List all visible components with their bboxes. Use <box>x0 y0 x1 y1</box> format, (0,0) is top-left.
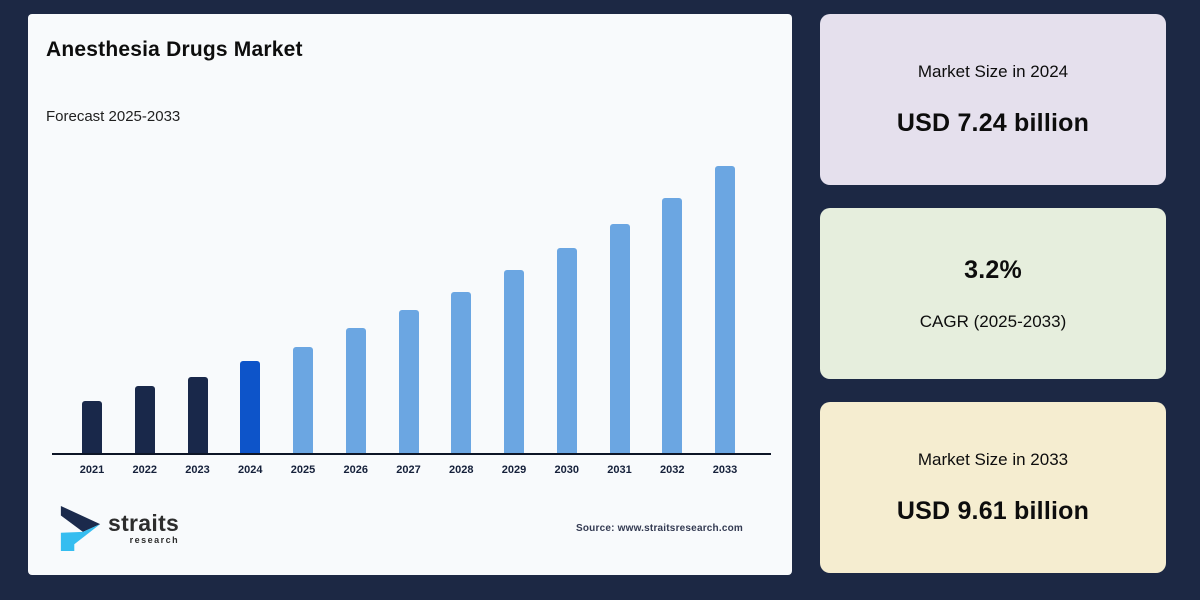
x-tick-label-2022: 2022 <box>132 464 157 476</box>
x-tick-label-2030: 2030 <box>554 464 579 476</box>
x-tick-label-2031: 2031 <box>607 464 632 476</box>
bar-2024 <box>240 361 261 454</box>
market-size-2024-card: Market Size in 2024 USD 7.24 billion <box>820 14 1166 185</box>
bar-2033 <box>715 166 735 454</box>
bar-column-2029: 2029 <box>502 159 526 476</box>
bar-column-2025: 2025 <box>291 159 315 476</box>
bar-2026 <box>345 328 366 454</box>
cagr-value: 3.2% <box>964 255 1022 284</box>
bar-2025 <box>293 347 313 454</box>
x-tick-label-2029: 2029 <box>501 464 527 476</box>
source-attribution: Source: www.straitsresearch.com <box>576 523 744 534</box>
bar-column-2021: 2021 <box>80 159 104 476</box>
bar-column-2031: 2031 <box>607 159 632 476</box>
bar-2022 <box>134 386 155 454</box>
bar-column-2028: 2028 <box>449 159 473 476</box>
bar-column-2032: 2032 <box>660 159 684 476</box>
x-tick-label-2025: 2025 <box>290 464 316 476</box>
bar-column-2023: 2023 <box>185 159 210 476</box>
bar-column-2027: 2027 <box>396 159 421 476</box>
bar-chart: 2021 2022 2023 2024 2025 2026 2027 2028 2029 2030… <box>52 159 771 476</box>
bar-column-2030: 2030 <box>555 159 579 476</box>
bar-2021 <box>82 401 102 454</box>
straits-research-logo: straits research <box>58 503 179 553</box>
bar-column-2026: 2026 <box>344 159 368 476</box>
x-tick-label-2027: 2027 <box>396 464 421 476</box>
straits-logo-icon <box>60 505 101 551</box>
bar-2030 <box>556 248 577 454</box>
bar-2029 <box>504 270 524 454</box>
logo-name: straits <box>108 510 180 536</box>
x-tick-label-2033: 2033 <box>712 464 738 476</box>
chart-subtitle: Forecast 2025-2033 <box>46 108 181 125</box>
x-tick-label-2023: 2023 <box>185 464 210 476</box>
logo-subtitle: research <box>129 535 180 545</box>
bar-column-2022: 2022 <box>133 159 157 476</box>
bar-2027 <box>398 310 419 454</box>
market-size-2033-card: Market Size in 2033 USD 9.61 billion <box>820 402 1166 573</box>
x-tick-label-2024: 2024 <box>238 464 263 476</box>
cagr-card: 3.2% CAGR (2025-2033) <box>820 208 1166 379</box>
x-tick-label-2021: 2021 <box>79 464 105 476</box>
market-size-2024-value: USD 7.24 billion <box>896 108 1090 137</box>
logo-wordmark: straits research <box>108 511 179 545</box>
page-title: Anesthesia Drugs Market <box>46 38 303 61</box>
bar-2032 <box>662 198 683 454</box>
bar-2028 <box>451 292 472 454</box>
chart-panel: Anesthesia Drugs Market Forecast 2025-20… <box>28 14 792 575</box>
bar-2031 <box>609 224 630 454</box>
market-size-2024-label: Market Size in 2024 <box>917 61 1069 81</box>
x-axis-line <box>52 453 771 455</box>
market-size-2033-label: Market Size in 2033 <box>917 449 1069 469</box>
bar-column-2024: 2024 <box>238 159 262 476</box>
market-size-2033-value: USD 9.61 billion <box>896 496 1090 525</box>
x-tick-label-2028: 2028 <box>449 464 474 476</box>
bar-2023 <box>187 377 208 454</box>
x-tick-label-2032: 2032 <box>660 464 685 476</box>
cagr-label: CAGR (2025-2033) <box>919 311 1067 331</box>
bar-column-2033: 2033 <box>713 159 737 476</box>
x-tick-label-2026: 2026 <box>343 464 368 476</box>
